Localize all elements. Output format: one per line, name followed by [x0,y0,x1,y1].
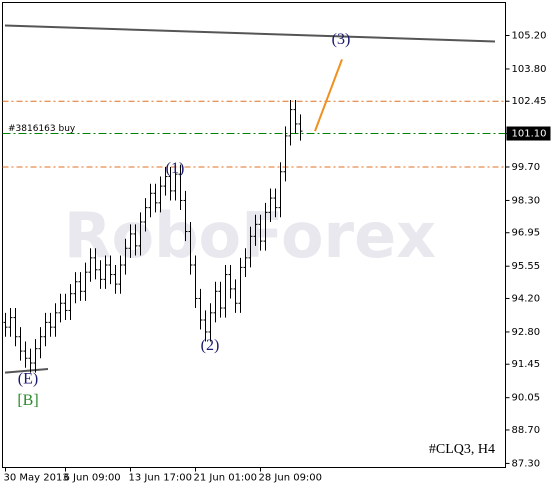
y-tick-label: 105.20 [512,30,547,41]
y-tick-label: 95.55 [512,261,541,272]
x-tick-label: 13 Jun 17:00 [129,473,193,484]
wave-label: (3) [332,31,351,48]
x-tick-label: 6 Jun 09:00 [64,473,121,484]
trendline [4,24,496,43]
y-tick-label: 101.10 [512,129,547,140]
y-tick-label: 88.70 [512,425,541,436]
x-tick-label: 28 Jun 09:00 [259,473,323,484]
symbol-label: #CLQ3, H4 [429,442,495,457]
x-tick-label: 30 May 2013 [4,473,69,484]
y-tick-label: 92.80 [512,327,541,338]
wave-label: (1) [166,160,185,177]
trendline [314,59,343,132]
y-tick-label: 103.80 [512,64,547,75]
x-tick-label: 21 Jun 01:00 [194,473,258,484]
y-tick-label: 102.45 [512,96,547,107]
price-box [506,126,551,141]
order-label: #3816163 buy [8,124,76,134]
wave-label: (E) [18,370,38,387]
plot-border [2,2,506,468]
y-tick-label: 98.30 [512,195,541,206]
y-tick-label: 99.70 [512,162,541,173]
y-tick-label: 91.45 [512,359,541,370]
wave-label: [B] [17,392,38,409]
wave-label: (2) [201,337,220,354]
y-tick-label: 96.95 [512,228,541,239]
y-tick-label: 90.05 [512,393,541,404]
trendline [4,368,49,374]
y-tick-label: 87.30 [512,458,541,469]
y-tick-label: 94.20 [512,293,541,304]
